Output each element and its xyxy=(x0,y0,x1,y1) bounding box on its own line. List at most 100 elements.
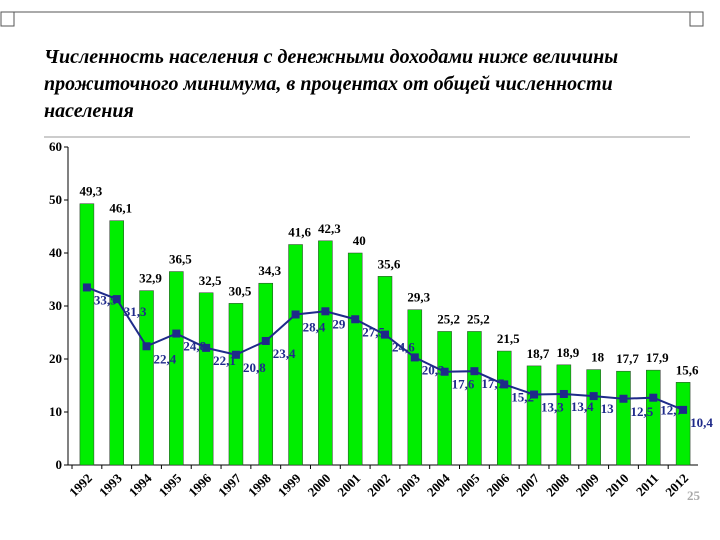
bar xyxy=(169,271,184,466)
bar xyxy=(437,331,452,466)
line-marker xyxy=(172,329,181,338)
bar-value-label: 46,1 xyxy=(109,201,132,216)
y-tick-label: 0 xyxy=(56,457,63,472)
x-tick-label: 1992 xyxy=(66,471,95,500)
line-value-label: 17,7 xyxy=(481,376,504,391)
bar-value-label: 34,3 xyxy=(258,263,281,278)
line-marker xyxy=(589,392,598,401)
bar-value-label: 40 xyxy=(353,233,366,248)
x-tick-label: 2010 xyxy=(603,471,632,500)
line-value-label: 13 xyxy=(601,401,615,416)
bar xyxy=(79,203,95,466)
x-tick-label: 2008 xyxy=(543,470,572,499)
bar xyxy=(556,364,572,466)
line-marker xyxy=(679,405,688,414)
line-marker xyxy=(321,307,330,316)
line-value-label: 20,8 xyxy=(243,360,266,375)
line-value-label: 13,3 xyxy=(541,400,564,415)
decor-square xyxy=(689,11,704,27)
bar xyxy=(139,290,154,466)
x-tick-label: 1997 xyxy=(215,470,244,499)
x-tick-label: 2000 xyxy=(305,471,334,500)
line-marker xyxy=(261,336,270,345)
x-tick-label: 2004 xyxy=(424,470,453,499)
bar-value-label: 42,3 xyxy=(318,221,341,236)
bar-value-label: 29,3 xyxy=(407,290,430,305)
bar xyxy=(377,276,393,466)
line-marker xyxy=(351,315,360,324)
x-tick-label: 1998 xyxy=(245,470,274,499)
line-value-label: 24,6 xyxy=(392,340,415,355)
line-value-label: 24,8 xyxy=(183,339,206,354)
y-tick-label: 40 xyxy=(49,245,62,260)
line-marker xyxy=(112,295,121,304)
line-value-label: 29 xyxy=(332,316,346,331)
y-tick-label: 30 xyxy=(49,298,62,313)
line-value-label: 23,4 xyxy=(273,346,296,361)
line-value-label: 31,3 xyxy=(124,304,147,319)
bar xyxy=(288,244,303,466)
bar-value-label: 17,7 xyxy=(616,351,639,366)
bar xyxy=(407,309,423,466)
line-marker xyxy=(500,380,509,389)
line-marker xyxy=(440,367,449,376)
line-value-label: 20,3 xyxy=(422,362,445,377)
y-tick-label: 10 xyxy=(49,404,62,419)
line-marker xyxy=(82,283,91,292)
page-number: 25 xyxy=(687,488,701,503)
bar xyxy=(586,369,601,466)
line-marker xyxy=(619,394,628,403)
x-tick-label: 2011 xyxy=(633,471,661,499)
line-marker xyxy=(410,353,419,362)
bar xyxy=(258,282,274,466)
line-value-label: 10,4 xyxy=(690,415,713,430)
x-tick-label: 2006 xyxy=(483,470,512,499)
x-tick-label: 1995 xyxy=(155,470,184,499)
y-tick-label: 60 xyxy=(49,139,62,154)
bar-value-label: 18 xyxy=(591,350,605,365)
line-value-label: 17,6 xyxy=(452,377,475,392)
bar-value-label: 32,5 xyxy=(199,273,222,288)
line-marker xyxy=(470,367,479,376)
bar xyxy=(675,382,691,466)
line-value-label: 15,2 xyxy=(511,389,534,404)
line-marker xyxy=(202,343,211,352)
x-tick-label: 2009 xyxy=(573,470,602,499)
decor-square xyxy=(0,11,15,27)
line-value-label: 22,1 xyxy=(213,353,236,368)
bar-value-label: 32,9 xyxy=(139,271,162,286)
bar-value-label: 41,6 xyxy=(288,225,311,240)
line-marker xyxy=(381,330,389,339)
bar-value-label: 36,5 xyxy=(169,252,192,267)
line-value-label: 12,7 xyxy=(660,403,683,418)
line-marker xyxy=(649,393,658,402)
chart-title: Численность населения с денежными дохода… xyxy=(44,46,619,122)
x-tick-label: 2001 xyxy=(334,471,363,500)
bar xyxy=(198,292,214,466)
y-tick-label: 20 xyxy=(49,351,62,366)
bar-value-label: 25,2 xyxy=(467,311,490,326)
y-tick-label: 50 xyxy=(49,192,62,207)
x-tick-label: 1993 xyxy=(96,470,125,499)
bar xyxy=(526,365,542,466)
bar xyxy=(496,350,512,466)
x-tick-label: 2002 xyxy=(364,471,393,500)
line-marker xyxy=(231,350,240,359)
bar-value-label: 21,5 xyxy=(497,331,520,346)
bar xyxy=(109,220,124,466)
bar xyxy=(467,331,482,466)
line-marker xyxy=(530,390,539,399)
bar-value-label: 18,7 xyxy=(527,346,550,361)
x-tick-label: 1996 xyxy=(185,470,214,499)
x-tick-label: 2005 xyxy=(454,470,483,499)
line-value-label: 12,5 xyxy=(630,404,653,419)
line-value-label: 33,5 xyxy=(94,292,117,307)
bar-value-label: 25,2 xyxy=(437,311,460,326)
line-value-label: 22,4 xyxy=(154,351,177,366)
line-value-label: 28,4 xyxy=(303,319,326,334)
line-value-label: 13,4 xyxy=(571,399,594,414)
x-tick-label: 1999 xyxy=(275,470,304,499)
bar xyxy=(616,370,631,466)
bar xyxy=(228,303,244,466)
